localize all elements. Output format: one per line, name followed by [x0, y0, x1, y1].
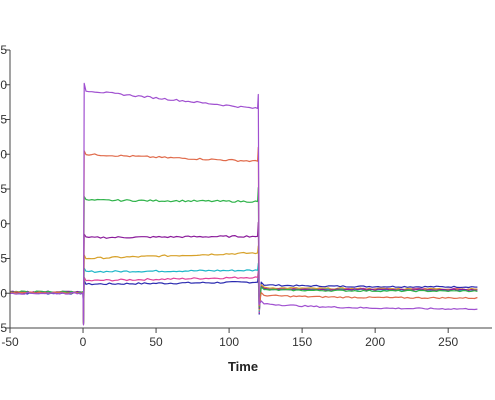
- series-line: [9, 269, 478, 324]
- series-layer: [9, 82, 478, 326]
- x-tick-label: 50: [149, 335, 163, 349]
- y-tick-label: 0: [0, 217, 7, 231]
- y-tick-label: 0: [0, 286, 7, 300]
- y-tick-label: 0: [0, 78, 7, 92]
- y-tick-label: 5: [0, 321, 7, 335]
- x-axis-title: Time: [228, 359, 258, 374]
- x-tick-label: 200: [365, 335, 385, 349]
- x-tick-label: 100: [219, 335, 239, 349]
- series-line: [10, 82, 478, 326]
- series-line: [9, 274, 478, 323]
- y-tick-label: 5: [0, 113, 7, 127]
- x-tick-label: -50: [1, 335, 19, 349]
- series-line: [9, 187, 478, 325]
- x-tick-label: 250: [438, 335, 458, 349]
- x-tick-label: 150: [292, 335, 312, 349]
- y-tick-label: 5: [0, 252, 7, 266]
- x-axis: -50 0 50 100 150 200 250: [1, 327, 492, 349]
- x-tick-label: 0: [80, 335, 87, 349]
- y-tick-label: 0: [0, 147, 7, 161]
- series-line: [9, 146, 478, 326]
- y-tick-label: 5: [0, 182, 7, 196]
- y-axis: 5 0 5 0 5 0 5 0 5: [0, 43, 11, 335]
- y-tick-label: 5: [0, 43, 7, 57]
- series-line: [9, 245, 478, 325]
